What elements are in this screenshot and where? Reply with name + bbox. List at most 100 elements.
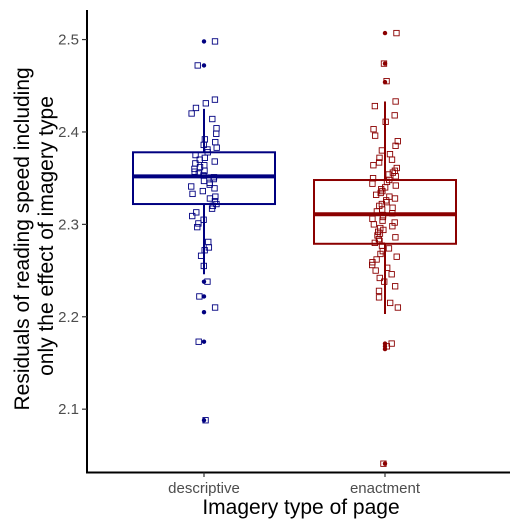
data-point: [199, 187, 206, 195]
data-point: [382, 118, 389, 125]
y-tick-label: 2.5: [58, 32, 79, 49]
data-point: [389, 210, 396, 217]
data-point: [379, 213, 387, 221]
x-ticks: descriptive enactment: [168, 472, 421, 497]
data-point: [380, 60, 388, 67]
data-point: [380, 460, 387, 467]
data-point: [370, 126, 377, 133]
data-point: [213, 144, 220, 151]
data-point: [208, 205, 216, 212]
data-point: [386, 150, 394, 158]
data-point: [192, 151, 199, 159]
axes: [86, 10, 510, 474]
data-point: [375, 287, 383, 295]
data-point: [206, 179, 213, 186]
data-point: [381, 278, 388, 285]
data-point: [370, 221, 378, 228]
data-point: [213, 130, 220, 137]
data-point: [391, 283, 399, 290]
data-point: [205, 238, 212, 246]
data-point: [372, 191, 380, 198]
data-point: [200, 177, 208, 185]
data-point: [386, 193, 393, 200]
y-tick-label: 2.2: [58, 309, 79, 326]
data-point: [391, 195, 399, 202]
outlier-point: [201, 309, 207, 315]
data-point: [377, 250, 384, 258]
data-point: [392, 173, 399, 180]
data-point: [204, 278, 211, 285]
data-point: [376, 154, 383, 161]
data-point: [392, 142, 399, 149]
y-tick-label: 2.3: [58, 216, 79, 233]
data-point: [391, 112, 398, 119]
y-axis-title-line-2: only the effect of imagery type: [35, 96, 58, 376]
data-point: [378, 186, 385, 193]
data-point: [201, 154, 208, 161]
data-point: [377, 189, 384, 197]
y-ticks: 2.1 2.2 2.3 2.4 2.5: [58, 32, 87, 418]
outlier-point: [382, 30, 388, 36]
x-axis-title: Imagery type of page: [202, 496, 399, 519]
data-point: [201, 247, 208, 254]
outlier-point: [201, 279, 207, 284]
x-tick-label: descriptive: [168, 480, 240, 497]
data-point: [386, 176, 393, 184]
data-point: [195, 338, 202, 345]
boxplot-enactment: [313, 29, 457, 467]
data-point: [389, 223, 396, 230]
data-point: [196, 293, 203, 300]
data-point: [393, 29, 400, 37]
data-point: [372, 267, 379, 274]
data-point: [383, 199, 390, 206]
data-point: [202, 100, 209, 107]
data-point: [189, 190, 196, 198]
data-point: [383, 343, 391, 350]
plot-area: [132, 29, 457, 467]
data-point: [392, 182, 399, 189]
data-point: [379, 187, 386, 195]
data-point: [370, 162, 377, 169]
data-point: [200, 216, 207, 223]
data-point: [210, 175, 217, 183]
data-point: [371, 132, 379, 139]
data-point: [384, 264, 391, 271]
data-point: [375, 228, 382, 235]
outlier-point: [201, 39, 207, 44]
data-point: [213, 200, 220, 208]
data-point: [200, 141, 207, 149]
data-point: [373, 208, 381, 215]
data-point: [369, 215, 376, 222]
data-point: [385, 245, 393, 252]
data-point: [371, 239, 378, 246]
data-point: [388, 271, 395, 278]
data-point: [375, 236, 382, 243]
data-point: [189, 212, 196, 220]
data-point: [211, 38, 219, 45]
data-point: [188, 110, 195, 117]
data-point: [188, 183, 195, 190]
data-point: [213, 125, 220, 132]
data-point: [376, 274, 383, 282]
data-point: [378, 147, 386, 154]
data-point: [211, 304, 219, 311]
data-point: [388, 156, 396, 163]
data-point: [191, 168, 198, 175]
data-point: [192, 104, 200, 112]
data-point: [211, 96, 219, 103]
data-point: [392, 98, 399, 105]
data-point: [196, 156, 203, 163]
y-axis-title: Residuals of reading speed including onl…: [11, 61, 58, 410]
data-point: [194, 62, 201, 69]
data-point: [212, 138, 219, 146]
data-point: [387, 299, 394, 307]
data-point: [371, 102, 379, 110]
outlier-point: [382, 61, 388, 66]
y-axis-title-line-1: Residuals of reading speed including: [11, 67, 34, 410]
y-tick-label: 2.1: [58, 401, 79, 418]
data-point: [200, 262, 207, 270]
x-tick-label: enactment: [350, 480, 421, 497]
data-point: [195, 220, 202, 227]
boxplot-descriptive: [132, 38, 276, 424]
data-point: [197, 252, 205, 259]
